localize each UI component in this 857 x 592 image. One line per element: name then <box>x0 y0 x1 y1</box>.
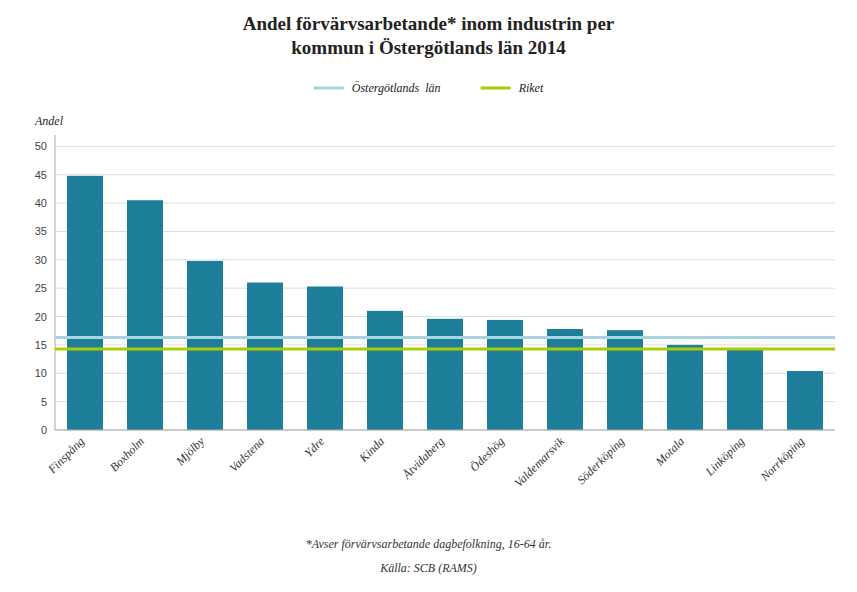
grid-line <box>55 146 835 147</box>
grid <box>55 146 835 430</box>
bar <box>667 345 703 430</box>
bar <box>67 176 103 430</box>
bar <box>427 319 463 430</box>
legend-item: Riket <box>481 81 544 95</box>
grid-line <box>55 430 835 431</box>
bar <box>547 329 583 430</box>
grid-line <box>55 288 835 289</box>
bar <box>247 283 283 431</box>
y-tick-label: 5 <box>41 396 47 408</box>
legend: Östergötlands län Riket <box>314 80 544 95</box>
x-tick-label: Linköping <box>702 434 747 479</box>
bar <box>367 311 403 430</box>
x-tick-label: Söderköping <box>574 434 627 487</box>
y-tick-label: 20 <box>35 311 47 323</box>
title: Andel förvärvsarbetande* inom industrin … <box>243 13 615 58</box>
y-label: Andel <box>34 114 64 128</box>
x-tick-label: Ödeshög <box>466 434 507 475</box>
grid-line <box>55 174 835 175</box>
x-tick-label: Valdemarsvik <box>512 434 568 490</box>
title-line: kommun i Östergötlands län 2014 <box>291 37 566 58</box>
grid-line <box>55 231 835 232</box>
y-tick-label: 25 <box>35 282 47 294</box>
grid-line <box>55 203 835 204</box>
y-tick-label: 30 <box>35 254 47 266</box>
legend-swatch <box>314 87 344 90</box>
y-tick-label: 15 <box>35 339 47 351</box>
y-tick-label: 35 <box>35 225 47 237</box>
bar <box>727 349 763 430</box>
legend-label: Östergötlands län <box>352 80 441 95</box>
reference-line <box>55 347 835 350</box>
chart: Andel förvärvsarbetande* inom industrin … <box>0 0 857 592</box>
bar <box>307 286 343 430</box>
x-axis-line <box>55 430 835 431</box>
x-tick-label: Mjölby <box>172 434 207 469</box>
bar <box>127 200 163 430</box>
x-tick-label: Finspång <box>44 434 87 477</box>
y-tick-label: 40 <box>35 197 47 209</box>
grid-line <box>55 316 835 317</box>
x-tick-label: Motala <box>652 434 687 469</box>
title-line: Andel förvärvsarbetande* inom industrin … <box>243 13 615 34</box>
x-tick-label: Vadstena <box>227 434 268 475</box>
footnote: Källa: SCB (RAMS) <box>379 561 477 575</box>
x-tick-label: Åtvidaberg <box>399 434 447 482</box>
legend-label: Riket <box>518 81 544 95</box>
y-tick-label: 50 <box>35 140 47 152</box>
x-tick-label: Norrköping <box>757 434 807 484</box>
x-tick-label: Boxholm <box>107 434 147 474</box>
y-tick-label: 45 <box>35 169 47 181</box>
bar <box>187 261 223 430</box>
y-axis-line <box>55 135 56 430</box>
footnote: *Avser förvärvsarbetande dagbefolkning, … <box>306 537 551 551</box>
reference-line <box>55 336 835 339</box>
legend-swatch <box>481 87 511 90</box>
legend-item: Östergötlands län <box>314 80 441 95</box>
x-tick-label: Ydre <box>301 434 327 460</box>
plot-area <box>55 176 835 430</box>
bar <box>607 330 643 430</box>
y-tick-label: 0 <box>41 424 47 436</box>
y-tick-label: 10 <box>35 367 47 379</box>
bar <box>787 371 823 430</box>
x-tick-label: Kinda <box>356 434 387 465</box>
grid-line <box>55 259 835 260</box>
